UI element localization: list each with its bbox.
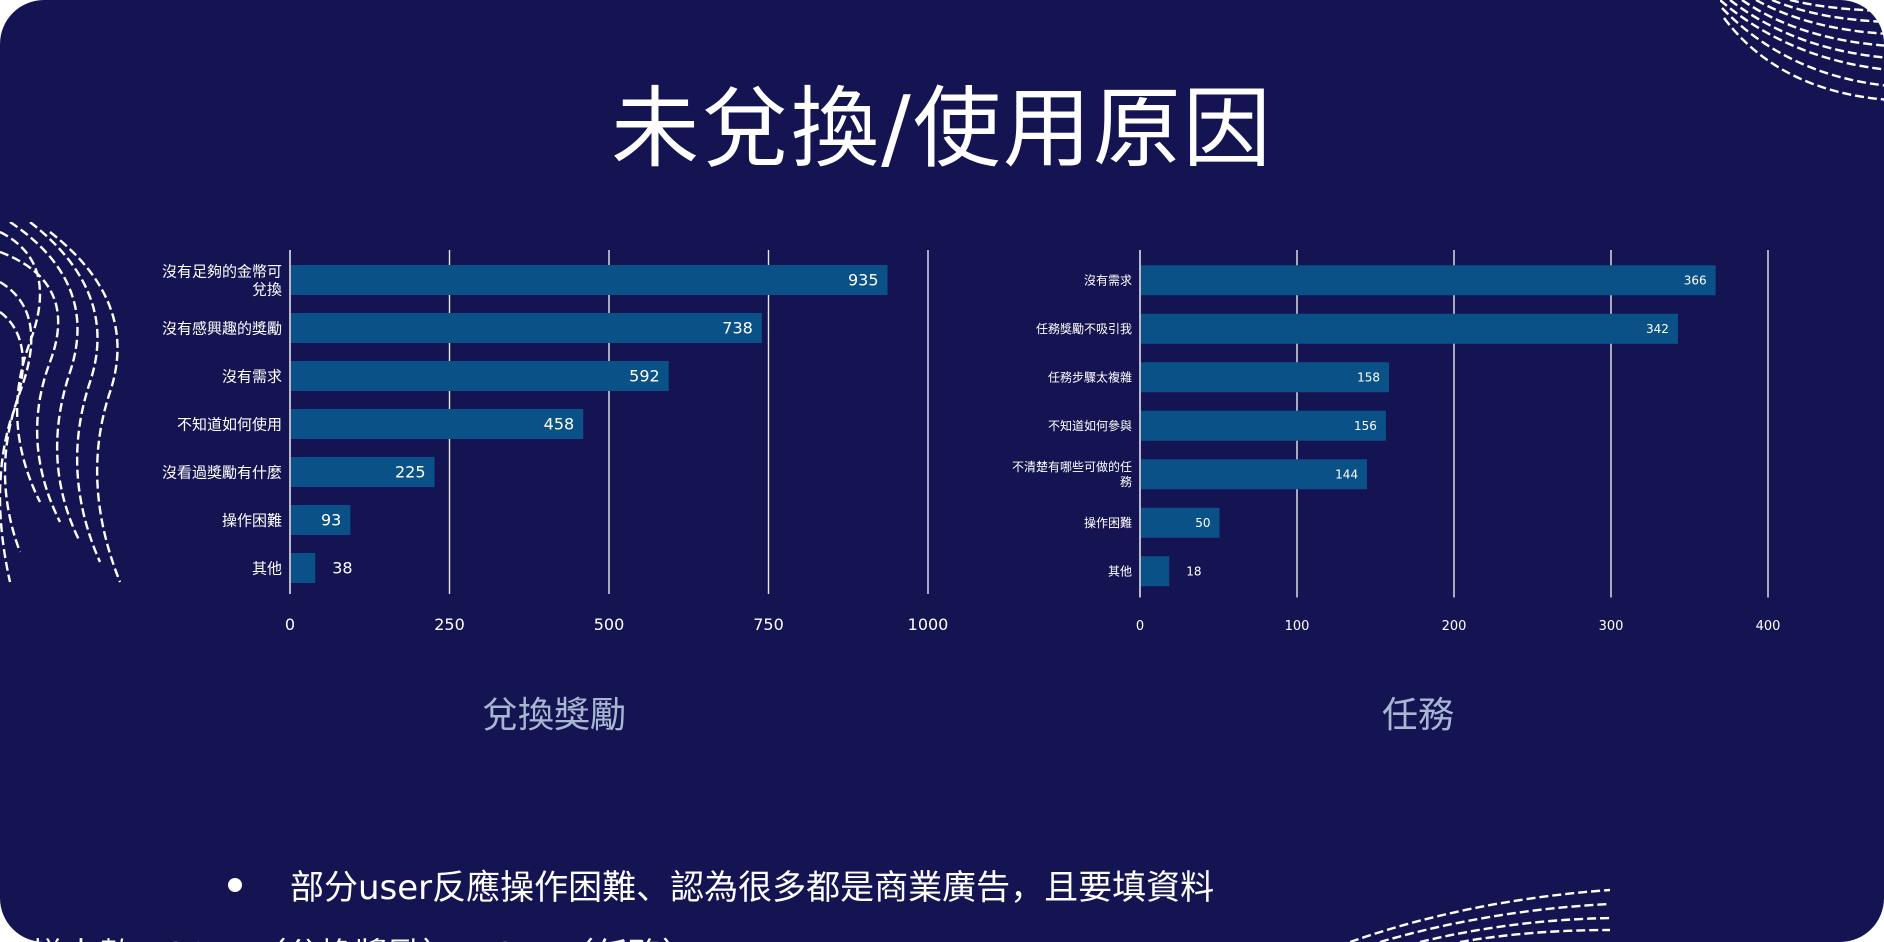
value-label: 158 — [1357, 370, 1380, 384]
wave-decoration-bottom-right — [1350, 888, 1610, 942]
category-label: 操作困難 — [222, 511, 282, 529]
category-label: 沒有需求 — [222, 367, 282, 385]
page-title: 未兌換/使用原因 — [611, 77, 1273, 180]
bar — [1141, 507, 1220, 538]
bullet-text: 部分user反應操作困難、認為很多都是商業廣告，且要填資料 — [290, 868, 1215, 908]
bar — [1141, 410, 1386, 441]
x-tick-label: 250 — [434, 615, 465, 634]
bar — [291, 361, 669, 391]
category-label-line: 兌換 — [252, 280, 282, 298]
category-label: 操作困難 — [1084, 515, 1132, 530]
x-tick-label: 0 — [285, 615, 295, 634]
value-label: 38 — [332, 559, 352, 578]
bar — [291, 313, 762, 343]
category-label: 任務步驟太複雜 — [1048, 369, 1132, 384]
value-label: 935 — [848, 271, 879, 290]
category-label: 其他 — [252, 559, 282, 577]
x-tick-label: 0 — [1136, 619, 1144, 634]
chart-tasks: 0 100 200 300 400 沒有需求 366 任務獎勵不吸引我 342 任務步驟太複雜 15… — [900, 240, 1800, 660]
bar — [291, 409, 584, 439]
category-label-line: 其他 — [1108, 564, 1132, 578]
value-label: 738 — [722, 319, 753, 338]
chart-rewards: 0 250 500 750 1000 沒有足夠的金幣可兌換 935 沒有感興趣的獎勵 738 沒有… — [20, 240, 948, 660]
category-label-line: 沒有感興趣的獎勵 — [162, 319, 282, 337]
category-label-line: 其他 — [252, 559, 282, 577]
x-tick-label: 200 — [1442, 619, 1467, 634]
category-label: 其他 — [1108, 564, 1132, 578]
x-tick-label: 100 — [1285, 619, 1310, 634]
value-label: 156 — [1354, 419, 1377, 433]
category-label-line: 沒看過獎勵有什麼 — [162, 463, 282, 481]
bar — [291, 457, 435, 487]
category-label-line: 操作困難 — [222, 511, 282, 529]
value-label: 366 — [1684, 273, 1707, 287]
category-label-line: 沒有需求 — [1084, 273, 1132, 287]
category-label: 不知道如何使用 — [177, 415, 282, 433]
category-label-line: 不清楚有哪些可做的任 — [1012, 459, 1132, 474]
bar — [1141, 265, 1716, 296]
value-label: 592 — [629, 367, 660, 386]
bar — [1141, 362, 1390, 393]
chart-rewards-caption: 兌換獎勵 — [481, 695, 626, 736]
category-label-line: 任務獎勵不吸引我 — [1036, 321, 1132, 336]
value-label: 93 — [321, 511, 341, 530]
category-label: 不知道如何參與 — [1048, 418, 1132, 433]
bar — [291, 265, 888, 295]
value-label: 458 — [544, 415, 575, 434]
category-label: 沒有足夠的金幣可兌換 — [162, 262, 282, 298]
x-tick-label: 300 — [1599, 619, 1624, 634]
value-label: 144 — [1335, 467, 1358, 481]
sample-size-note: 樣本數：2077（兌換獎勵）、1256（任務） — [30, 928, 696, 942]
bar — [1141, 556, 1170, 587]
chart-tasks-caption: 任務 — [1381, 695, 1454, 736]
category-label: 沒看過獎勵有什麼 — [162, 463, 282, 481]
x-tick-label: 400 — [1756, 619, 1781, 634]
category-label-line: 務 — [1120, 475, 1132, 489]
bar — [1141, 459, 1368, 490]
category-label: 沒有感興趣的獎勵 — [162, 319, 282, 337]
category-label-line: 任務步驟太複雜 — [1048, 369, 1132, 384]
category-label-line: 沒有足夠的金幣可 — [162, 262, 282, 280]
category-label: 不清楚有哪些可做的任務 — [1012, 459, 1132, 489]
category-label-line: 不知道如何參與 — [1048, 418, 1132, 433]
x-tick-label: 750 — [753, 615, 784, 634]
bar — [1141, 313, 1678, 344]
bullet-item: 部分user反應操作困難、認為很多都是商業廣告，且要填資料 — [228, 860, 1214, 909]
category-label-line: 沒有需求 — [222, 367, 282, 385]
chart-tasks-svg: 0 100 200 300 400 沒有需求 366 任務獎勵不吸引我 342 任務步驟太複雜 15… — [1012, 250, 1781, 634]
bar — [291, 553, 316, 583]
chart-rewards-svg: 0 250 500 750 1000 沒有足夠的金幣可兌換 935 沒有感興趣的獎勵 738 沒有… — [162, 250, 948, 634]
category-label: 沒有需求 — [1084, 273, 1132, 287]
x-tick-label: 1000 — [908, 615, 949, 634]
value-label: 342 — [1646, 322, 1669, 336]
value-label: 50 — [1195, 516, 1210, 530]
bullet-dot — [228, 877, 242, 892]
value-label: 225 — [395, 463, 426, 482]
x-tick-label: 500 — [594, 615, 625, 634]
bar — [291, 505, 351, 535]
category-label-line: 不知道如何使用 — [177, 415, 282, 433]
value-label: 18 — [1186, 564, 1201, 578]
category-label-line: 操作困難 — [1084, 515, 1132, 530]
category-label: 任務獎勵不吸引我 — [1036, 321, 1132, 336]
